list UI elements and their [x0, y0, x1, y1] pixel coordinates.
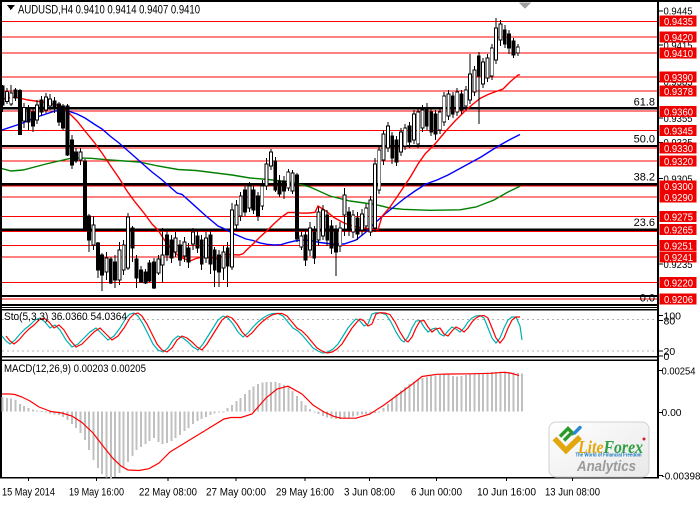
svg-text:0.9410: 0.9410 [664, 49, 693, 60]
svg-text:27 May 00:00: 27 May 00:00 [206, 487, 266, 499]
svg-text:0.9220: 0.9220 [664, 278, 693, 289]
svg-text:61.8: 61.8 [634, 97, 655, 109]
svg-text:38.2: 38.2 [634, 172, 655, 184]
svg-text:0.9390: 0.9390 [664, 73, 693, 84]
svg-text:0.00254: 0.00254 [662, 365, 696, 377]
svg-text:19 May 16:00: 19 May 16:00 [69, 487, 124, 499]
svg-text:22 May 08:00: 22 May 08:00 [139, 487, 197, 499]
svg-text:AUDUSD,H4 0.9410 0.9414 0.940: AUDUSD,H4 0.9410 0.9414 0.9407 0.9410 [18, 3, 200, 17]
svg-text:15 May 2014: 15 May 2014 [2, 487, 55, 499]
svg-text:29 May 16:00: 29 May 16:00 [276, 487, 334, 499]
svg-text:10 Jun 16:00: 10 Jun 16:00 [477, 487, 536, 499]
svg-text:0.9330: 0.9330 [664, 144, 693, 155]
svg-text:0.9420: 0.9420 [664, 33, 693, 44]
svg-text:3 Jun 08:00: 3 Jun 08:00 [344, 487, 395, 499]
svg-text:0.9275: 0.9275 [664, 212, 693, 223]
svg-text:Analytics: Analytics [576, 459, 636, 475]
svg-text:80: 80 [664, 315, 676, 327]
svg-text:0.9378: 0.9378 [664, 87, 693, 98]
svg-text:0: 0 [664, 351, 670, 363]
svg-text:0.9206: 0.9206 [664, 295, 693, 306]
svg-text:0.9265: 0.9265 [664, 225, 693, 236]
svg-text:0.9290: 0.9290 [664, 193, 693, 204]
svg-text:6 Jun 00:00: 6 Jun 00:00 [411, 487, 462, 499]
svg-text:13 Jun 08:00: 13 Jun 08:00 [545, 487, 600, 499]
svg-text:0.9300: 0.9300 [664, 182, 693, 193]
svg-text:0.0: 0.0 [640, 293, 655, 305]
svg-text:0.9360: 0.9360 [664, 107, 693, 118]
svg-text:0.00: 0.00 [662, 407, 682, 419]
svg-text:23.6: 23.6 [634, 217, 655, 229]
svg-text:0.9320: 0.9320 [664, 157, 693, 168]
svg-text:0.9241: 0.9241 [664, 253, 693, 264]
svg-text:50.0: 50.0 [634, 134, 655, 146]
svg-text:Sto(5,3,3) 36.0360 54.0364: Sto(5,3,3) 36.0360 54.0364 [4, 311, 127, 323]
svg-text:MACD(12,26,9) 0.00203 0.00205: MACD(12,26,9) 0.00203 0.00205 [4, 363, 146, 375]
svg-text:0.9345: 0.9345 [664, 126, 693, 137]
svg-text:-0.00398: -0.00398 [662, 471, 700, 483]
svg-text:0.9251: 0.9251 [664, 241, 693, 252]
svg-text:The World of Financial Freedom: The World of Financial Freedom [576, 453, 642, 459]
svg-text:0.9435: 0.9435 [664, 17, 693, 28]
